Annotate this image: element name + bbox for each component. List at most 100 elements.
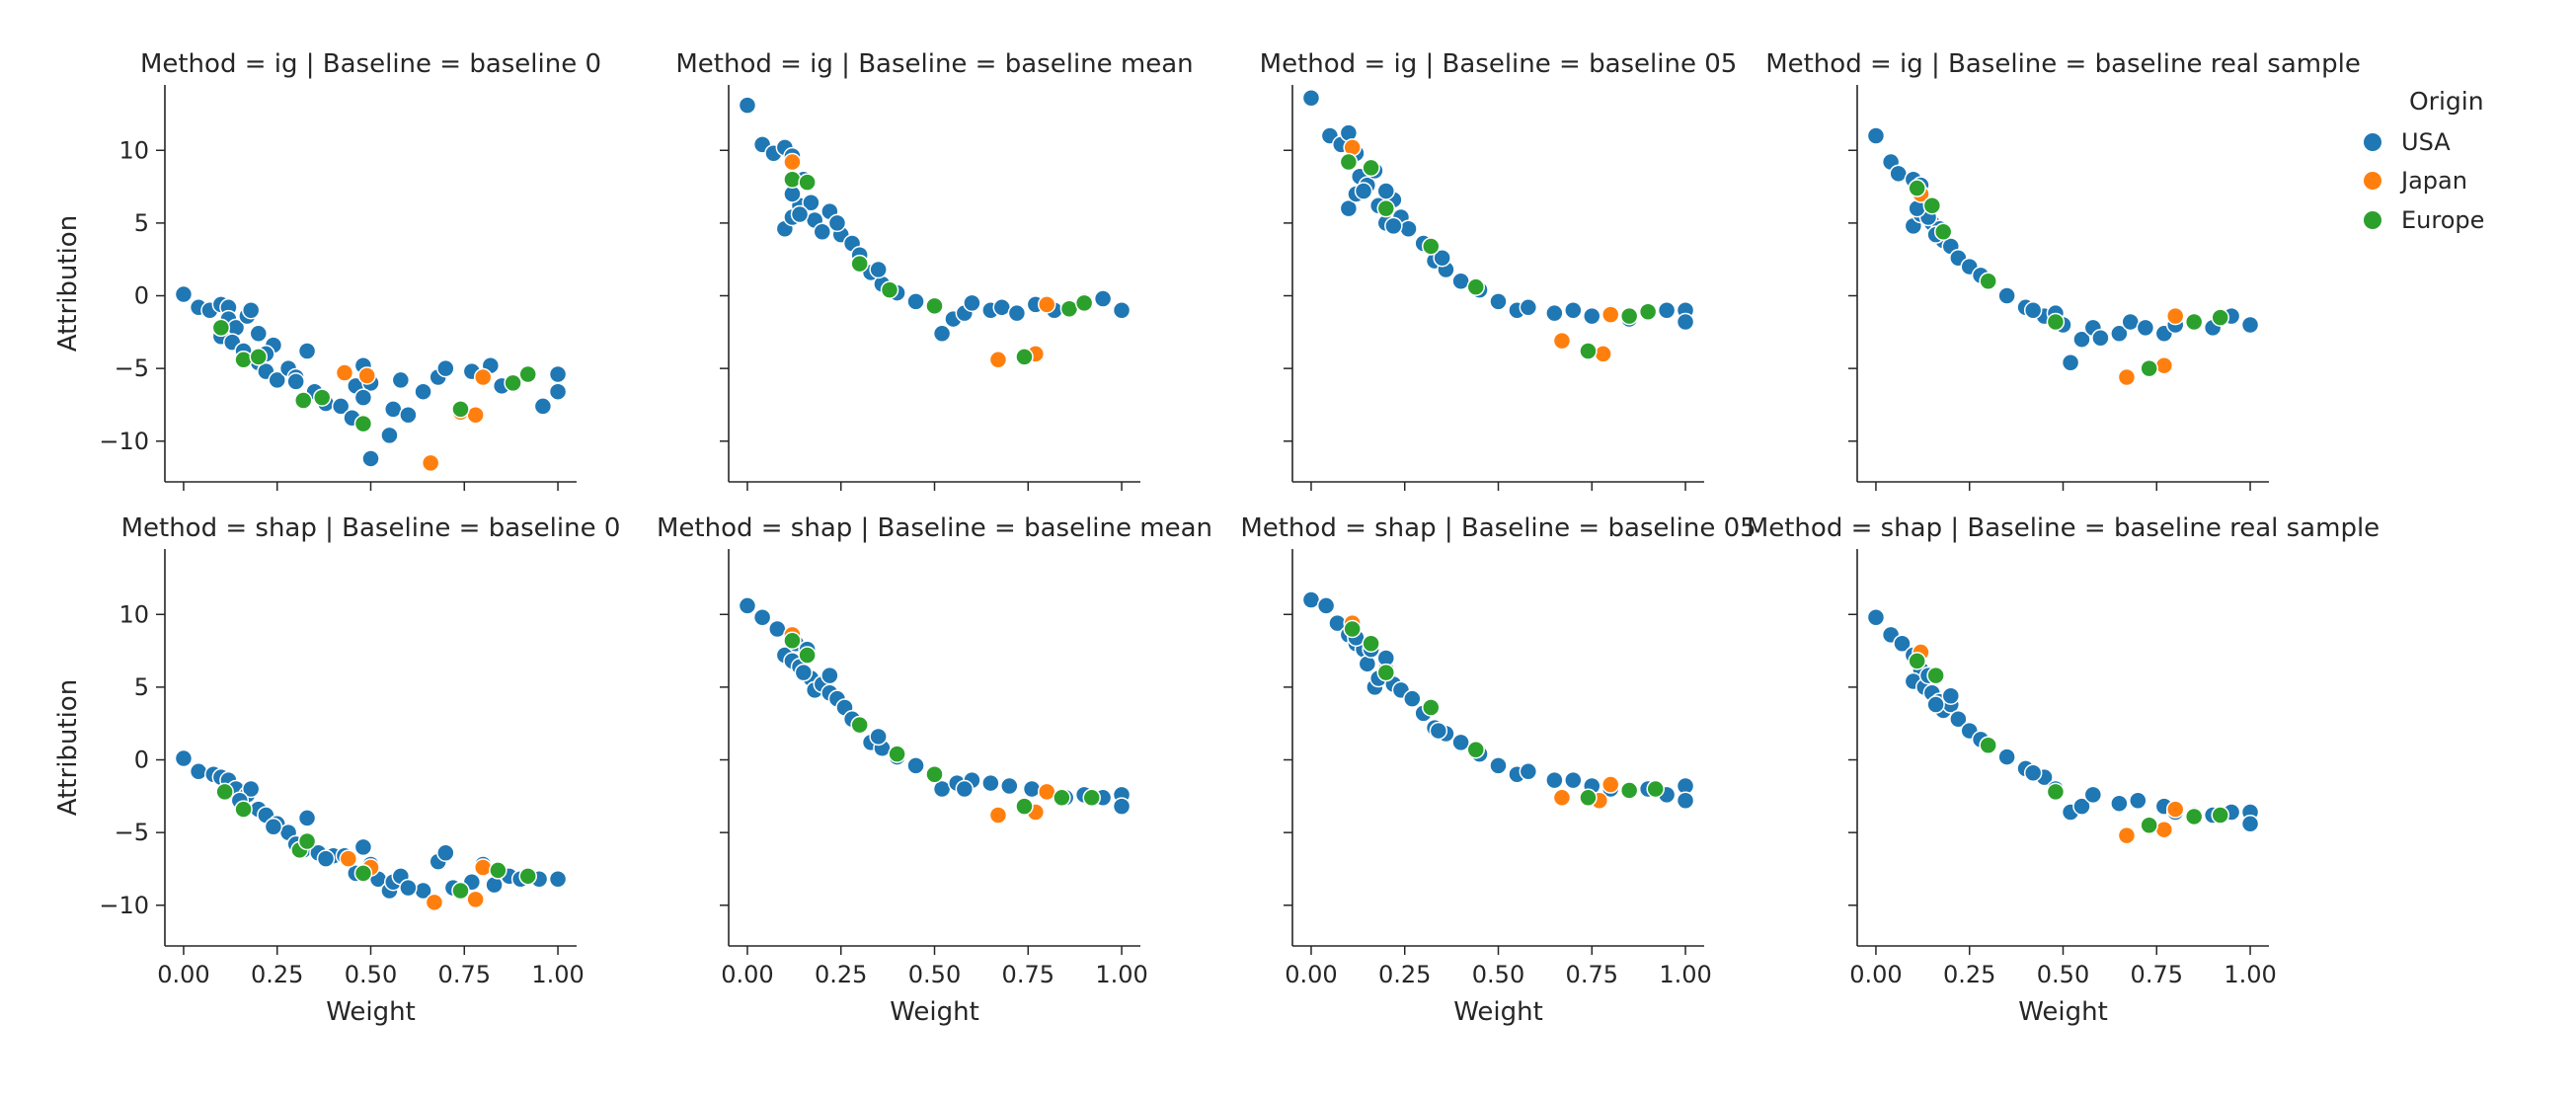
- data-point-usa: [1583, 306, 1601, 326]
- data-point-europe: [1376, 198, 1396, 218]
- data-point-japan: [2154, 820, 2174, 839]
- data-point-europe: [451, 400, 470, 419]
- data-point-usa: [1545, 303, 1564, 323]
- x-tick-label: 0.25: [251, 961, 303, 988]
- data-point-europe: [1979, 736, 1997, 755]
- data-point-usa: [869, 727, 888, 746]
- series-europe: [1339, 152, 1658, 360]
- data-point-europe: [888, 745, 906, 763]
- data-point-europe: [850, 715, 869, 735]
- series-europe: [215, 782, 537, 901]
- legend: Origin USA Japan Europe: [2364, 87, 2484, 234]
- y-tick-label: 0: [134, 746, 149, 774]
- data-point-usa: [249, 324, 269, 344]
- data-point-europe: [518, 867, 537, 886]
- data-point-usa: [353, 388, 373, 407]
- data-point-europe: [353, 864, 373, 883]
- data-point-europe: [312, 388, 332, 407]
- series-europe: [1908, 179, 2229, 378]
- data-point-europe: [1619, 781, 1639, 800]
- data-point-japan: [473, 367, 493, 387]
- data-point-europe: [1339, 152, 1359, 172]
- data-point-usa: [361, 449, 380, 468]
- series-europe: [783, 631, 1101, 816]
- data-point-europe: [1922, 196, 1942, 215]
- data-point-usa: [752, 607, 772, 627]
- x-tick-label: 0.00: [157, 961, 209, 988]
- data-point-japan: [339, 849, 358, 868]
- data-point-europe: [1074, 293, 1094, 313]
- data-point-usa: [1564, 770, 1583, 790]
- data-point-usa: [963, 293, 981, 313]
- data-point-japan: [1600, 305, 1620, 324]
- data-point-europe: [2140, 358, 2158, 378]
- panel-4: Method = ig | Baseline = baseline real s…: [1765, 49, 2361, 491]
- series-europe: [1908, 652, 2229, 835]
- data-point-japan: [2117, 367, 2137, 387]
- data-point-usa: [1949, 710, 1968, 729]
- data-point-usa: [2083, 785, 2103, 805]
- data-point-europe: [353, 414, 373, 433]
- data-point-usa: [738, 596, 757, 615]
- data-point-europe: [211, 318, 231, 338]
- data-point-usa: [1997, 747, 2016, 766]
- series-usa: [1301, 590, 1695, 810]
- data-point-usa: [391, 370, 411, 390]
- data-point-usa: [802, 194, 820, 212]
- data-point-europe: [925, 764, 944, 784]
- series-europe: [1343, 619, 1665, 808]
- data-point-usa: [869, 260, 888, 279]
- panel-3: Method = ig | Baseline = baseline 05: [1260, 49, 1738, 491]
- data-point-europe: [1579, 342, 1598, 360]
- data-point-europe: [1466, 740, 1486, 759]
- x-tick-label: 0.75: [1002, 961, 1054, 988]
- x-tick-label: 0.00: [1285, 961, 1337, 988]
- data-point-usa: [1519, 762, 1538, 781]
- data-point-usa: [1112, 300, 1132, 320]
- data-point-usa: [241, 300, 261, 320]
- data-point-usa: [241, 779, 261, 799]
- data-point-usa: [414, 382, 432, 401]
- data-point-usa: [2072, 797, 2091, 816]
- data-point-usa: [1941, 686, 1961, 705]
- data-point-usa: [1545, 770, 1564, 790]
- series-japan: [339, 849, 493, 912]
- x-tick-label: 0.50: [2037, 961, 2089, 988]
- x-tick-label: 0.75: [438, 961, 491, 988]
- x-tick-label: 1.00: [1095, 961, 1147, 988]
- data-point-usa: [353, 837, 373, 857]
- data-point-usa: [268, 370, 286, 390]
- panel-title: Method = ig | Baseline = baseline 05: [1260, 49, 1738, 79]
- data-point-usa: [2023, 763, 2043, 783]
- data-point-usa: [1000, 776, 1019, 796]
- data-point-japan: [988, 806, 1008, 825]
- data-point-usa: [1433, 248, 1451, 268]
- data-point-japan: [357, 366, 376, 385]
- data-point-europe: [1422, 698, 1441, 717]
- x-tick-label: 0.75: [1566, 961, 1618, 988]
- legend-marker-japan: [2364, 172, 2381, 190]
- data-point-usa: [2023, 300, 2043, 320]
- data-point-europe: [294, 391, 313, 410]
- series-europe: [783, 170, 1094, 366]
- data-point-europe: [1422, 237, 1441, 256]
- panel-1: Method = ig | Baseline = baseline 0 10 5 0 −…: [53, 49, 601, 491]
- legend-entry-europe: Europe: [2364, 206, 2484, 234]
- series-japan: [1343, 138, 1620, 363]
- series-japan: [1912, 185, 2185, 387]
- panel-title: Method = ig | Baseline = baseline 0: [140, 49, 601, 79]
- data-point-usa: [1866, 126, 1886, 145]
- panel-7: Method = shap | Baseline = baseline 05 0.…: [1240, 513, 1756, 1027]
- data-point-usa: [1451, 733, 1470, 752]
- data-point-europe: [1619, 306, 1639, 326]
- panel-8: Method = shap | Baseline = baseline real…: [1747, 513, 2380, 1027]
- panel-6: Method = shap | Baseline = baseline mean…: [657, 513, 1212, 1027]
- data-point-usa: [790, 204, 810, 224]
- x-axis-title: Weight: [2018, 997, 2108, 1027]
- data-point-europe: [1362, 634, 1380, 653]
- facet-grid: Method = ig | Baseline = baseline 0 10 5 0 −…: [53, 49, 2380, 1027]
- data-point-europe: [783, 631, 802, 651]
- legend-title: Origin: [2409, 87, 2484, 116]
- data-point-usa: [2091, 328, 2110, 348]
- data-point-europe: [2046, 782, 2066, 802]
